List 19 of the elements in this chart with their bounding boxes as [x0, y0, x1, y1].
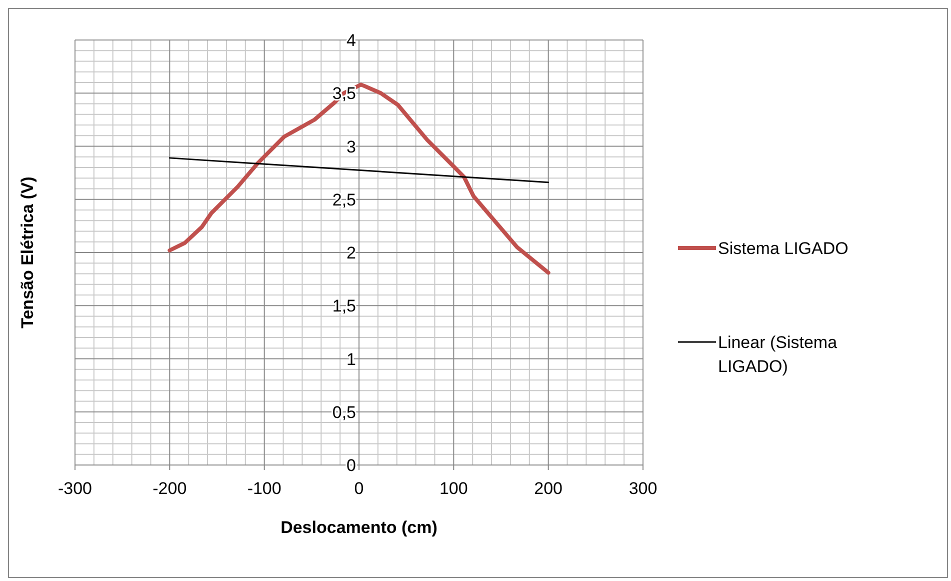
legend-label: Sistema LIGADO	[718, 239, 848, 258]
x-axis-title: Deslocamento (cm)	[280, 518, 438, 537]
x-tick-label: -300	[58, 479, 92, 498]
x-tick-label: 300	[628, 479, 658, 498]
y-tick-label: 0,5	[332, 402, 356, 422]
y-tick-label: 1,5	[332, 296, 356, 316]
y-tick-label: 1	[346, 350, 356, 369]
y-tick-label: 2	[346, 244, 356, 262]
x-tick-label: -200	[152, 479, 187, 498]
line-series	[168, 82, 550, 275]
y-tick-label: 0	[346, 456, 356, 475]
y-tick-label: 2,5	[332, 190, 356, 210]
x-tick-label: -100	[247, 479, 282, 498]
y-tick-label: 3	[346, 137, 356, 156]
legend-label: Linear (Sistema LIGADO)	[718, 333, 838, 376]
y-axis-title: Tensão Elétrica (V)	[18, 176, 37, 328]
x-tick-label: 100	[439, 479, 468, 498]
y-tick-label: 4	[346, 31, 356, 50]
x-tick-label: 200	[534, 479, 563, 498]
